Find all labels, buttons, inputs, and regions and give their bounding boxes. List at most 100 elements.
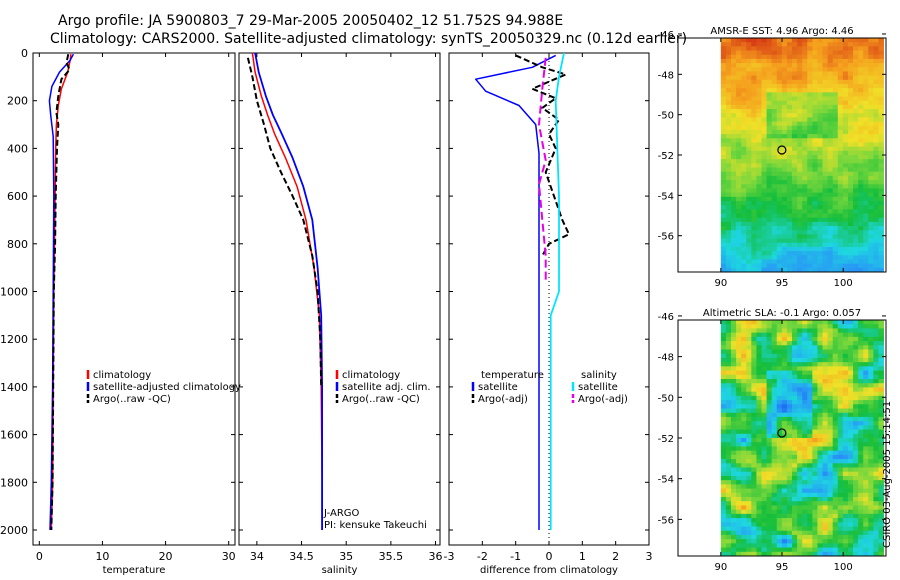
heatmap-cell (792, 92, 798, 97)
heatmap-cell (786, 129, 793, 135)
heatmap-cell (812, 320, 818, 325)
heatmap-cell (847, 163, 854, 168)
heatmap-cell (853, 67, 859, 72)
heatmap-cell (771, 429, 778, 435)
heatmap-cell (736, 150, 742, 156)
heatmap-cell (853, 421, 859, 426)
heatmap-cell (873, 230, 879, 235)
heatmap-cell (847, 100, 854, 106)
heatmap-cell (766, 438, 773, 443)
heatmap-cell (725, 543, 732, 548)
heatmap-cell (741, 175, 747, 181)
heatmap-cell (730, 109, 737, 114)
heatmap-cell (807, 328, 813, 334)
heatmap-cell (771, 379, 778, 384)
heatmap-cell (832, 267, 839, 273)
heatmap-cell (741, 263, 747, 269)
heatmap-cell (776, 513, 783, 519)
heatmap-cell (751, 138, 757, 143)
heatmap-cell (858, 526, 864, 532)
heatmap-cell (842, 88, 849, 93)
heatmap-cell (812, 505, 818, 511)
heatmap-cell (863, 58, 869, 64)
heatmap-cell (837, 547, 844, 553)
heatmap-cell (792, 230, 798, 235)
heatmap-cell (776, 534, 783, 540)
heatmap-cell (766, 71, 773, 77)
heatmap-cell (751, 200, 757, 206)
heatmap-cell (725, 522, 732, 527)
heatmap-cell (756, 230, 762, 235)
heatmap-cell (730, 383, 737, 388)
heatmap-cell (827, 332, 834, 338)
heatmap-cell (746, 242, 752, 248)
heatmap-cell (725, 374, 732, 380)
heatmap-cell (878, 433, 884, 439)
heatmap-cell (842, 374, 849, 380)
heatmap-cell (827, 404, 834, 409)
heatmap-cell (858, 522, 864, 527)
heatmap-cell (827, 484, 834, 489)
x-tick-label: 100 (834, 562, 853, 573)
heatmap-cell (792, 259, 798, 265)
heatmap-cell (832, 196, 839, 202)
heatmap-cell (746, 328, 752, 334)
heatmap-cell (827, 221, 834, 227)
heatmap-cell (766, 547, 773, 553)
heatmap-cell (827, 442, 834, 447)
heatmap-cell (741, 480, 747, 485)
heatmap-cell (786, 446, 793, 452)
heatmap-cell (873, 54, 879, 60)
heatmap-cell (878, 92, 884, 97)
heatmap-cell (736, 213, 742, 219)
heatmap-cell (792, 539, 798, 544)
heatmap-cell (771, 246, 778, 252)
heatmap-cell (725, 184, 732, 189)
heatmap-cell (853, 362, 859, 367)
heatmap-cell (792, 251, 798, 256)
heatmap-cell (776, 484, 783, 489)
heatmap-cell (868, 209, 874, 214)
heatmap-cell (756, 38, 762, 43)
heatmap-cell (730, 324, 737, 329)
heatmap-cell (781, 38, 788, 43)
heatmap-cell (863, 246, 869, 252)
heatmap-cell (781, 366, 788, 371)
heatmap-cell (817, 497, 823, 502)
heatmap-cell (827, 63, 834, 68)
heatmap-cell (853, 446, 859, 452)
heatmap-cell (751, 357, 757, 363)
heatmap-cell (746, 50, 752, 56)
heatmap-cell (725, 412, 732, 418)
heatmap-cell (797, 226, 803, 231)
heatmap-cell (873, 366, 879, 371)
heatmap-cell (786, 488, 793, 494)
heatmap-cell (746, 171, 752, 177)
heatmap-cell (807, 366, 813, 371)
heatmap-cell (873, 480, 879, 485)
heatmap-cell (847, 459, 854, 464)
heatmap-cell (853, 196, 859, 202)
heatmap-cell (847, 155, 854, 160)
heatmap-cell (786, 146, 793, 152)
heatmap-cell (736, 526, 742, 532)
heatmap-cell (878, 42, 884, 47)
heatmap-cell (837, 459, 844, 464)
heatmap-cell (730, 146, 737, 152)
heatmap-cell (873, 526, 879, 532)
heatmap-cell (832, 387, 839, 393)
heatmap-cell (797, 530, 803, 536)
heatmap-cell (827, 454, 834, 460)
heatmap-cell (832, 522, 839, 527)
heatmap-cell (807, 38, 813, 43)
heatmap-cell (792, 480, 798, 485)
heatmap-cell (853, 50, 859, 56)
heatmap-cell (807, 213, 813, 219)
heatmap-cell (797, 146, 803, 152)
heatmap-cell (766, 467, 773, 473)
heatmap-cell (797, 109, 803, 114)
heatmap-cell (776, 345, 783, 350)
heatmap-cell (797, 518, 803, 523)
heatmap-cell (781, 234, 788, 239)
